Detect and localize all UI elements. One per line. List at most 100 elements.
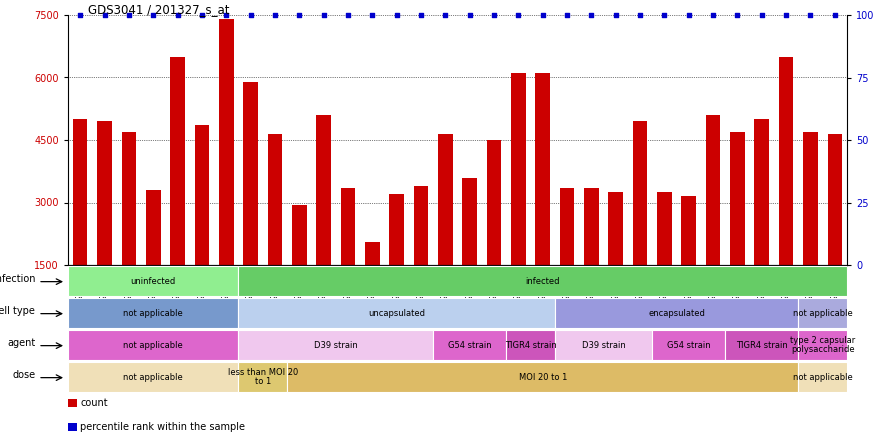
Text: not applicable: not applicable [123,373,183,381]
Text: G54 strain: G54 strain [667,341,711,349]
Text: encapsulated: encapsulated [648,309,705,317]
Bar [652,330,726,360]
Bar [146,190,160,265]
Bar [798,330,847,360]
Bar [238,298,555,328]
Point [219,12,234,19]
Text: percentile rank within the sample: percentile rank within the sample [81,422,245,432]
Bar [170,57,185,265]
Bar [726,330,798,360]
Bar [706,115,720,265]
Bar [433,330,506,360]
Text: TIGR4 strain: TIGR4 strain [736,341,788,349]
Text: MOI 20 to 1: MOI 20 to 1 [519,373,567,381]
Text: D39 strain: D39 strain [581,341,626,349]
Text: D39 strain: D39 strain [314,341,358,349]
Bar [341,188,355,265]
Point [584,12,598,19]
Point [146,12,160,19]
Bar [487,140,501,265]
Point [487,12,501,19]
Point [366,12,380,19]
Bar [413,186,428,265]
Text: type 2 capsular
polysaccharide: type 2 capsular polysaccharide [790,336,855,354]
Text: agent: agent [7,338,35,349]
Point [609,12,623,19]
Point [73,12,88,19]
Bar [798,362,847,392]
Bar [238,362,287,392]
Bar [121,132,136,265]
Bar [681,196,696,265]
Point [171,12,185,19]
Text: GDS3041 / 201327_s_at: GDS3041 / 201327_s_at [88,3,229,16]
Bar [779,57,794,265]
Text: infection: infection [0,274,35,285]
Bar [287,362,798,392]
Bar [827,134,843,265]
Point [97,12,112,19]
Text: not applicable: not applicable [793,309,852,317]
Bar [73,119,88,265]
Bar [238,266,847,296]
Bar [658,192,672,265]
Point [438,12,452,19]
Point [512,12,526,19]
Text: not applicable: not applicable [123,309,183,317]
Bar [462,178,477,265]
Point [658,12,672,19]
Bar [68,298,238,328]
Bar [555,330,652,360]
Point [633,12,647,19]
Bar [365,242,380,265]
Text: count: count [81,398,108,408]
Bar [608,192,623,265]
Point [827,12,842,19]
Point [804,12,818,19]
Bar [798,298,847,328]
Bar [292,205,306,265]
Text: less than MOI 20
to 1: less than MOI 20 to 1 [227,368,298,386]
Bar [755,119,769,265]
Bar [555,298,798,328]
Text: cell type: cell type [0,306,35,317]
Point [292,12,306,19]
Bar [804,132,818,265]
Text: uninfected: uninfected [131,277,176,285]
Bar [730,132,745,265]
Bar [511,73,526,265]
Point [317,12,331,19]
Bar [584,188,598,265]
Bar [316,115,331,265]
Text: uncapsulated: uncapsulated [368,309,425,317]
Point [243,12,258,19]
Text: infected: infected [526,277,560,285]
Text: not applicable: not applicable [123,341,183,349]
Bar [535,73,550,265]
Bar [195,125,209,265]
Point [730,12,744,19]
Text: G54 strain: G54 strain [448,341,491,349]
Bar [219,19,234,265]
Point [560,12,574,19]
Point [268,12,282,19]
Bar [506,330,555,360]
Bar [438,134,452,265]
Bar [68,399,77,407]
Text: TIGR4 strain: TIGR4 strain [504,341,557,349]
Bar [238,330,433,360]
Point [681,12,696,19]
Point [341,12,355,19]
Point [779,12,793,19]
Bar [633,121,648,265]
Point [706,12,720,19]
Bar [243,82,258,265]
Point [414,12,428,19]
Bar [267,134,282,265]
Bar [559,188,574,265]
Point [535,12,550,19]
Bar [68,266,238,296]
Bar [389,194,404,265]
Bar [68,362,238,392]
Bar [68,423,77,431]
